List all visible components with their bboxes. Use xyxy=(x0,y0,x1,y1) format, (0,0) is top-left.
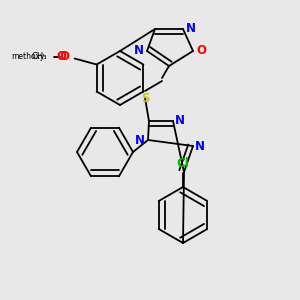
Text: N: N xyxy=(135,134,145,146)
Text: N: N xyxy=(175,115,185,128)
Text: Cl: Cl xyxy=(177,157,189,170)
Text: O: O xyxy=(57,50,67,63)
Text: O: O xyxy=(60,50,70,63)
Text: N: N xyxy=(134,44,144,58)
Text: CH₃: CH₃ xyxy=(31,52,46,61)
Text: methoxy: methoxy xyxy=(11,52,45,61)
Text: S: S xyxy=(141,92,149,104)
Text: N: N xyxy=(186,22,196,35)
Text: N: N xyxy=(195,140,205,152)
Text: O: O xyxy=(196,44,206,58)
